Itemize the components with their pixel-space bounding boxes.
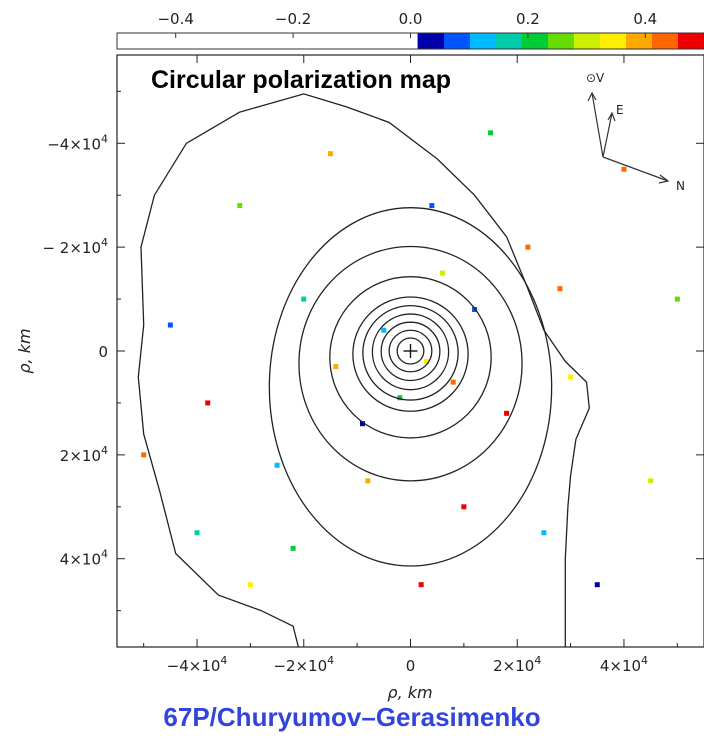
brightness-contour bbox=[352, 296, 469, 412]
chart-title: Circular polarization map bbox=[151, 66, 451, 94]
colorbar-tick-label: −0.4 bbox=[157, 10, 193, 28]
compass-n-arrowhead bbox=[658, 174, 670, 184]
brightness-contour bbox=[362, 304, 459, 401]
colorbar-segment bbox=[678, 33, 704, 49]
compass-n-arrow bbox=[602, 156, 669, 182]
nucleus-marker bbox=[403, 344, 418, 358]
polarization-pixel bbox=[365, 478, 371, 484]
polarization-pixel bbox=[472, 306, 478, 312]
x-tick-label: −2×104 bbox=[273, 654, 334, 675]
colorbar: −0.4 −0.2 0.0 0.2 0.4 bbox=[116, 10, 704, 50]
polarization-pixel bbox=[274, 462, 280, 468]
polarization-pixel bbox=[568, 374, 574, 380]
colorbar-segment bbox=[444, 33, 471, 49]
colorbar-segment bbox=[626, 33, 653, 49]
colorbar-tick-label: 0.0 bbox=[399, 10, 423, 28]
brightness-contour bbox=[371, 313, 450, 391]
compass-n-label: N bbox=[676, 179, 685, 193]
colorbar-tick-labels: −0.4 −0.2 0.0 0.2 0.4 bbox=[157, 10, 657, 38]
y-axis-ticks: −4×104 − 2×104 0 2×104 4×104 bbox=[42, 90, 704, 612]
colorbar-segment bbox=[652, 33, 679, 49]
polarization-pixel bbox=[461, 504, 467, 510]
brightness-contour bbox=[396, 337, 425, 365]
polarization-pixels bbox=[141, 130, 680, 588]
colorbar-positive-region bbox=[418, 33, 704, 49]
polarization-pixel bbox=[247, 582, 253, 588]
brightness-contour bbox=[388, 329, 433, 373]
polarization-pixel bbox=[541, 530, 547, 536]
polarization-pixel bbox=[557, 286, 563, 292]
polarization-pixel bbox=[194, 530, 200, 536]
colorbar-segment bbox=[496, 33, 523, 49]
brightness-contour bbox=[380, 321, 441, 382]
polarization-pixel bbox=[167, 322, 173, 328]
polarization-pixel bbox=[450, 379, 456, 385]
polarization-pixel bbox=[290, 545, 296, 551]
x-axis-label: ρ, km bbox=[387, 683, 432, 702]
y-tick-label: −4×104 bbox=[47, 132, 108, 153]
polarization-pixel bbox=[440, 270, 446, 276]
colorbar-negative-region bbox=[116, 32, 419, 50]
y-tick-label: 0 bbox=[98, 343, 108, 361]
polarization-pixel bbox=[594, 582, 600, 588]
plot-area: −4×104 −2×104 0 2×104 4×104 −4×104 − 2×104 0 2×… bbox=[42, 54, 704, 675]
compass-e-arrow bbox=[602, 112, 613, 158]
compass-v-label: ⊙V bbox=[586, 71, 605, 85]
polarization-pixel bbox=[141, 452, 147, 458]
x-tick-label: 2×104 bbox=[493, 654, 541, 675]
compass-e-label: E bbox=[616, 103, 624, 117]
x-tick-label: −4×104 bbox=[167, 654, 228, 675]
polarization-pixel bbox=[621, 166, 627, 172]
polarization-pixel bbox=[397, 395, 403, 401]
y-tick-label: 2×104 bbox=[60, 444, 108, 465]
x-tick-label: 4×104 bbox=[600, 654, 648, 675]
outer-brightness-contour bbox=[137, 93, 590, 647]
colorbar-segment bbox=[600, 33, 627, 49]
polarization-pixel bbox=[424, 358, 430, 364]
polarization-pixel bbox=[327, 151, 333, 157]
colorbar-segment bbox=[418, 33, 445, 49]
colorbar-segment bbox=[574, 33, 601, 49]
polarization-pixel bbox=[648, 478, 654, 484]
compass-v-arrow bbox=[591, 92, 604, 158]
brightness-contours bbox=[137, 93, 590, 647]
brightness-contour bbox=[268, 207, 553, 567]
colorbar-tick-label: 0.4 bbox=[633, 10, 657, 28]
footer-comet-name: 67P/Churyumov–Gerasimenko bbox=[163, 702, 541, 732]
colorbar-segment bbox=[548, 33, 575, 49]
y-tick-label: 4×104 bbox=[60, 548, 108, 569]
compass-v-arrowhead bbox=[587, 91, 597, 102]
x-axis-ticks: −4×104 −2×104 0 2×104 4×104 bbox=[143, 55, 678, 675]
polarization-pixel bbox=[674, 296, 680, 302]
colorbar-tick-label: −0.2 bbox=[275, 10, 311, 28]
y-tick-label: − 2×104 bbox=[42, 236, 108, 257]
colorbar-tick-label: 0.2 bbox=[516, 10, 540, 28]
polarization-pixel bbox=[525, 244, 531, 250]
brightness-contour bbox=[298, 245, 523, 482]
polarization-pixel bbox=[488, 130, 494, 136]
polarization-pixel bbox=[418, 582, 424, 588]
brightness-contour bbox=[329, 276, 492, 439]
colorbar-segment bbox=[522, 33, 549, 49]
polarization-pixel bbox=[237, 203, 243, 209]
polarization-pixel bbox=[381, 327, 387, 333]
polarization-pixel bbox=[429, 203, 435, 209]
polarization-pixel bbox=[333, 364, 339, 370]
polarization-pixel bbox=[504, 410, 510, 416]
x-tick-label: 0 bbox=[406, 657, 416, 675]
polarization-pixel bbox=[205, 400, 211, 406]
compass-e-arrowhead bbox=[607, 111, 616, 122]
polarization-pixel bbox=[301, 296, 307, 302]
polarization-pixel bbox=[359, 421, 365, 427]
colorbar-segment bbox=[470, 33, 497, 49]
orientation-compass: ⊙V E N bbox=[586, 71, 685, 193]
y-axis-label: ρ, km bbox=[15, 328, 34, 373]
